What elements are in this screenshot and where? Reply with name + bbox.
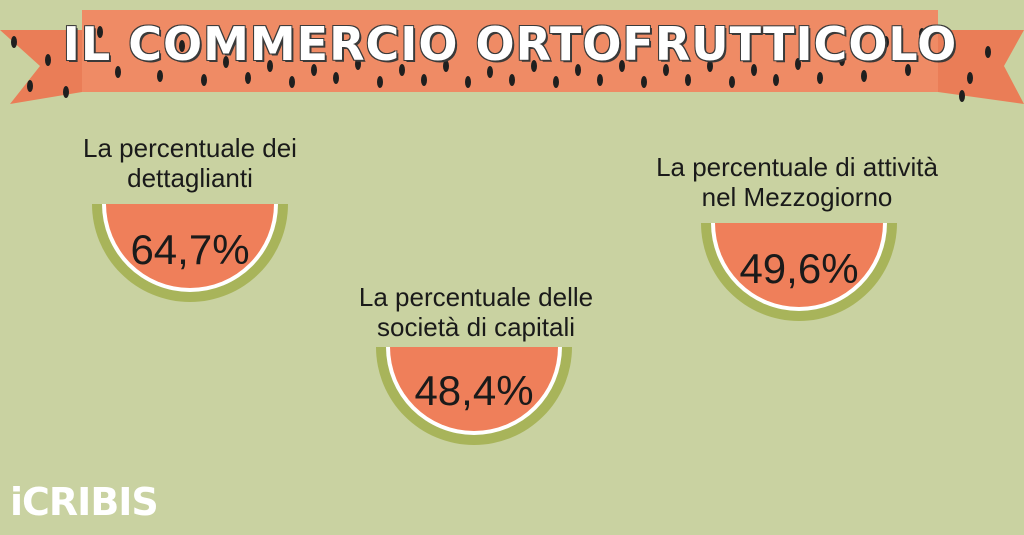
watermelon-slice-societa: 48,4% [376, 347, 572, 459]
page-title: IL COMMERCIO ORTOFRUTTICOLO [62, 17, 958, 71]
stat-label-line1: La percentuale dei [83, 133, 297, 163]
stat-label-societa: La percentuale delle società di capitali [326, 282, 626, 342]
banner-ribbon-graphic [0, 10, 1024, 104]
brand-logo: iCRIBIS [10, 480, 159, 524]
stat-label-line1: La percentuale delle [358, 282, 594, 312]
watermelon-slice-dettaglianti: 64,7% [92, 204, 288, 316]
seed-pattern [11, 26, 991, 102]
stat-label-mezzogiorno: La percentuale di attività nel Mezzogior… [612, 152, 982, 212]
title-banner: IL COMMERCIO ORTOFRUTTICOLO [0, 0, 1024, 120]
stat-value-mezzogiorno: 49,6% [739, 245, 859, 292]
watermelon-slice-mezzogiorno: 49,6% [701, 223, 897, 335]
stat-label-dettaglianti: La percentuale dei dettaglianti [40, 133, 340, 193]
stat-value-dettaglianti: 64,7% [130, 226, 250, 273]
stat-label-line1: La percentuale di attività [656, 152, 938, 182]
stat-label-line2: società di capitali [377, 312, 575, 342]
stat-label-line2: nel Mezzogiorno [701, 182, 893, 212]
stat-value-societa: 48,4% [414, 367, 534, 414]
stat-label-line2: dettaglianti [127, 163, 253, 193]
